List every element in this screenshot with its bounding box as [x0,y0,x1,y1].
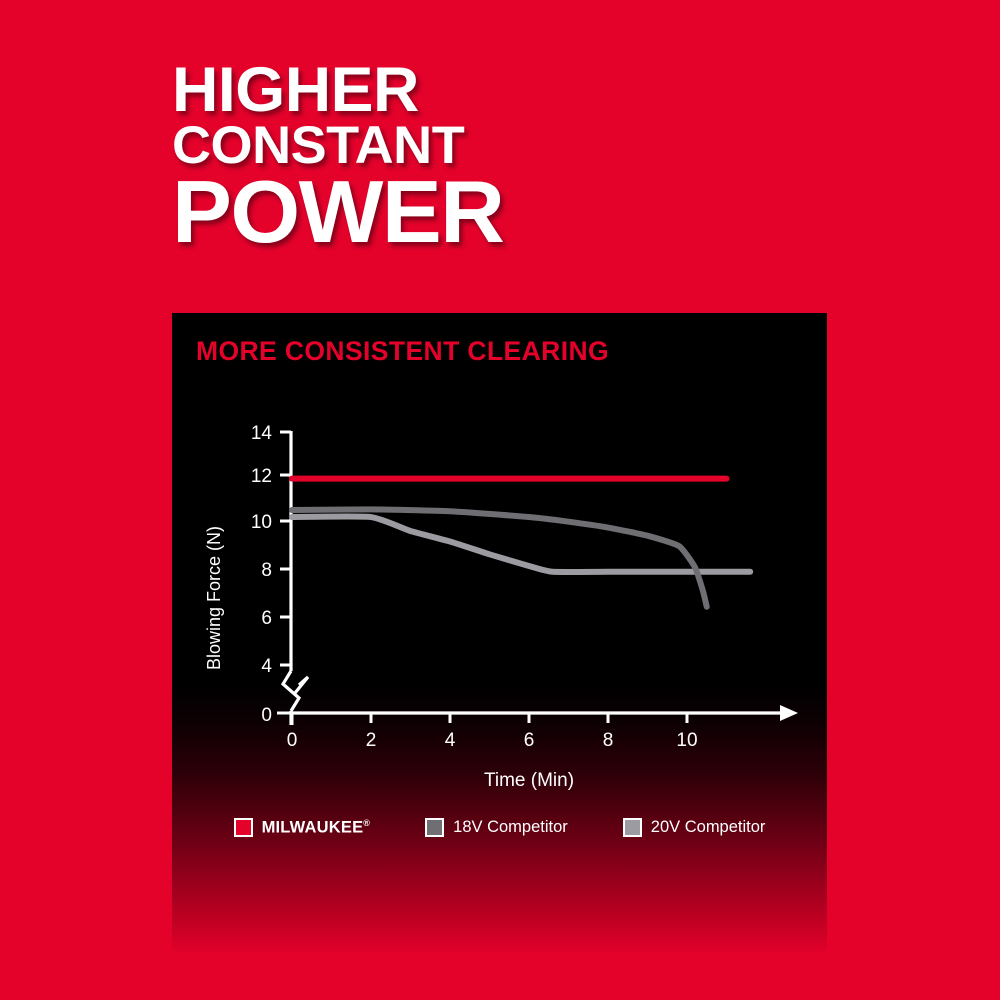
registered-mark-icon: ® [363,818,371,828]
x-tick-10: 10 [676,730,697,751]
y-axis-break-zigzag [280,670,302,712]
headline-block: HIGHER CONSTANT POWER [172,59,832,256]
x-axis-arrow-icon [780,705,798,721]
chart-panel: MORE CONSISTENT CLEARING Blowing Force (… [172,313,827,955]
legend-swatch-18v [425,818,445,838]
legend-swatch-milwaukee [233,818,253,838]
x-tick-8: 8 [603,730,614,751]
chart-plot: Blowing Force (N) 14 12 10 8 6 4 [204,423,798,791]
chart-title: MORE CONSISTENT CLEARING [196,336,610,366]
x-tick-2: 2 [366,730,377,751]
series-line-20v-competitor [289,513,754,576]
y-tick-6: 6 [261,608,272,629]
legend-label-milwaukee: MILWAUKEE® [262,818,371,838]
y-tick-10: 10 [251,512,272,533]
x-axis-break-zigzag [293,675,310,695]
legend-text-milwaukee: MILWAUKEE [261,818,364,837]
y-tick-4: 4 [261,656,272,677]
x-tick-4: 4 [445,730,456,751]
headline-line-1: HIGHER [172,55,419,125]
y-tick-12: 12 [251,466,272,487]
legend-label-20v: 20V Competitor [650,818,766,837]
headline-line-3: POWER [172,161,505,261]
series-layer [289,475,754,610]
y-tick-0: 0 [261,705,272,726]
legend-item-20v[interactable]: 20V Competitor [622,818,766,838]
y-axis-ticks [277,430,291,715]
series-line-18v-competitor [289,506,710,610]
legend-item-milwaukee[interactable]: MILWAUKEE® [233,818,371,838]
x-tick-0: 0 [287,730,298,751]
headline-line-2: CONSTANT [172,115,465,175]
legend-swatch-20v [622,818,642,838]
y-axis-tick-labels: 14 12 10 8 6 4 0 [251,423,273,726]
legend-label-18v: 18V Competitor [453,818,568,837]
legend-item-18v[interactable]: 18V Competitor [425,818,568,838]
chart-legend: MILWAUKEE® 18V Competitor 20V Competitor [172,818,827,838]
x-axis-tick-labels: 0 2 4 6 8 10 [287,730,698,751]
x-axis-label: Time (Min) [484,770,574,791]
y-tick-8: 8 [261,560,272,581]
x-tick-6: 6 [524,730,535,751]
y-tick-14: 14 [251,423,273,444]
x-axis-ticks [290,713,689,725]
y-axis-label: Blowing Force (N) [204,526,224,670]
